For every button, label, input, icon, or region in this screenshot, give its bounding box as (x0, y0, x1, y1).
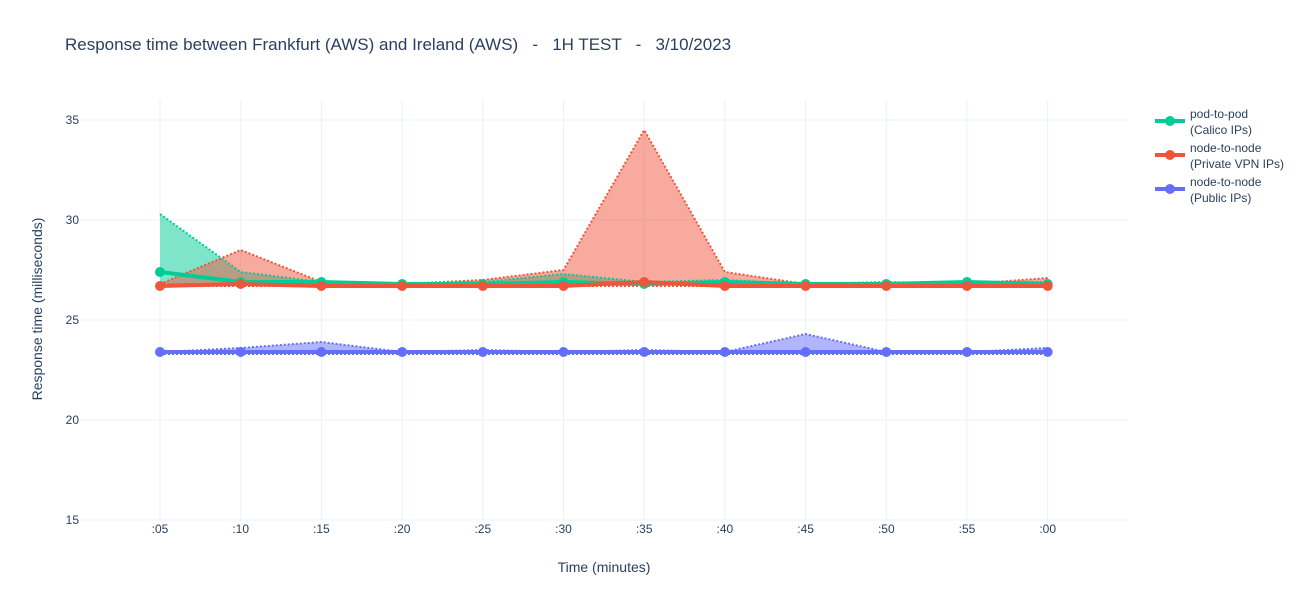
x-axis-label: Time (minutes) (558, 559, 651, 575)
data-point (800, 281, 811, 291)
data-point (477, 347, 488, 357)
data-point (1042, 347, 1053, 357)
data-point (962, 347, 972, 357)
legend-swatch-marker (1165, 150, 1175, 160)
legend: pod-to-pod (Calico IPs) node-to-node (Priva… (1155, 107, 1284, 205)
range-fill (160, 130, 1048, 286)
data-point (316, 347, 327, 357)
x-tick-label: :55 (959, 522, 976, 536)
x-tick-label: :20 (394, 522, 411, 536)
data-point (962, 281, 972, 291)
y-tick-label: 15 (66, 513, 80, 527)
data-point (639, 277, 650, 287)
x-axis-ticks: :05 :10 :15 :20 :25 :30 :35 :40 :45 :50 :55 :00 (152, 522, 1057, 536)
series-points (155, 267, 1053, 357)
data-point (235, 279, 246, 289)
data-point (881, 347, 892, 357)
data-point (155, 267, 165, 277)
x-tick-label: :50 (878, 522, 895, 536)
data-point (155, 281, 165, 291)
data-point (397, 347, 408, 357)
y-tick-label: 25 (66, 313, 80, 327)
data-point (800, 347, 811, 357)
x-tick-label: :05 (152, 522, 169, 536)
x-tick-label: :30 (555, 522, 572, 536)
legend-label: node-to-node (1190, 141, 1262, 155)
x-tick-label: :40 (717, 522, 734, 536)
x-tick-label: :10 (232, 522, 249, 536)
data-point (558, 347, 569, 357)
data-point (639, 347, 650, 357)
legend-swatch-marker (1165, 116, 1175, 126)
chart-title: Response time between Frankfurt (AWS) an… (65, 35, 731, 54)
data-point (397, 281, 408, 291)
legend-label: node-to-node (1190, 175, 1262, 189)
data-point (881, 281, 892, 291)
y-tick-label: 35 (66, 113, 80, 127)
data-point (558, 281, 569, 291)
series-line (159, 280, 1048, 288)
series-lines (159, 270, 1048, 354)
data-point (155, 347, 165, 357)
data-point (316, 281, 327, 291)
data-point (719, 281, 730, 291)
data-point (1042, 281, 1053, 291)
y-tick-label: 20 (66, 413, 80, 427)
legend-sublabel: (Private VPN IPs) (1190, 157, 1284, 171)
legend-swatch-marker (1165, 184, 1175, 194)
x-tick-label: :00 (1039, 522, 1056, 536)
x-tick-label: :25 (474, 522, 491, 536)
x-tick-label: :35 (636, 522, 653, 536)
x-tick-label: :45 (797, 522, 814, 536)
legend-label: pod-to-pod (1190, 107, 1248, 121)
y-axis-ticks: 15 20 25 30 35 (66, 113, 80, 527)
data-point (719, 347, 730, 357)
legend-sublabel: (Calico IPs) (1190, 123, 1252, 137)
data-point (477, 281, 488, 291)
x-tick-label: :15 (313, 522, 330, 536)
legend-sublabel: (Public IPs) (1190, 191, 1251, 205)
y-tick-label: 30 (66, 213, 80, 227)
data-point (235, 347, 246, 357)
y-axis-label: Response time (milliseconds) (29, 218, 45, 401)
